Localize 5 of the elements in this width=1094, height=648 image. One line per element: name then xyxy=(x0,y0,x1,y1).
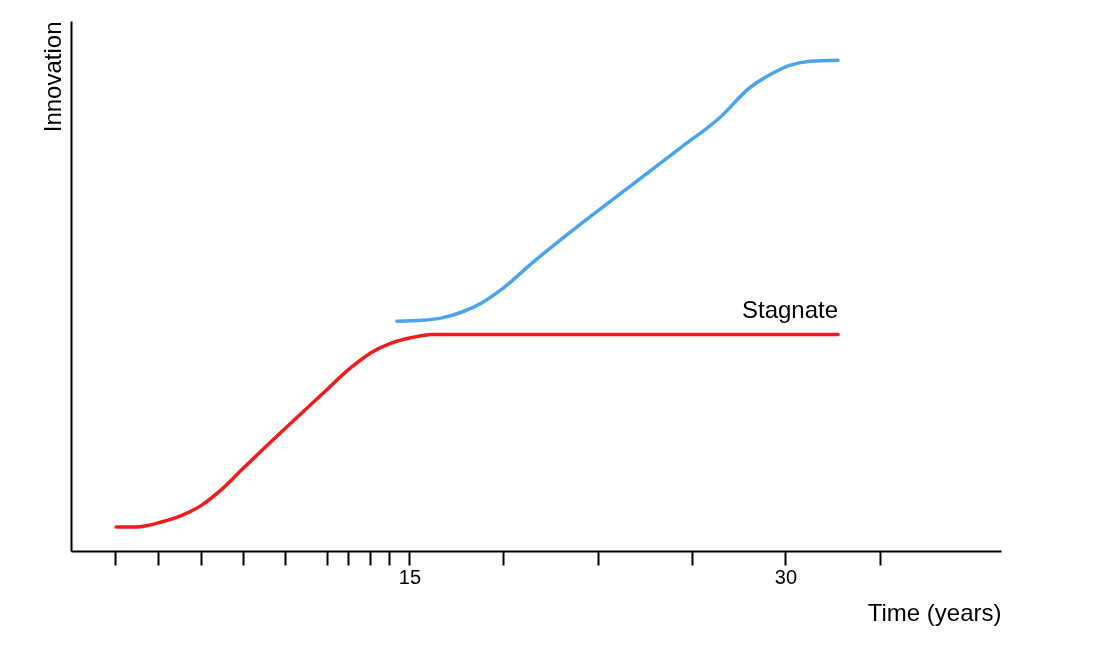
x-tick-label: 30 xyxy=(774,565,798,588)
series-label: Stagnate xyxy=(741,295,839,323)
x-tick-label: 15 xyxy=(398,565,422,588)
x-axis-title: Time (years) xyxy=(867,598,1002,626)
y-axis-title: Innovation xyxy=(38,21,66,133)
